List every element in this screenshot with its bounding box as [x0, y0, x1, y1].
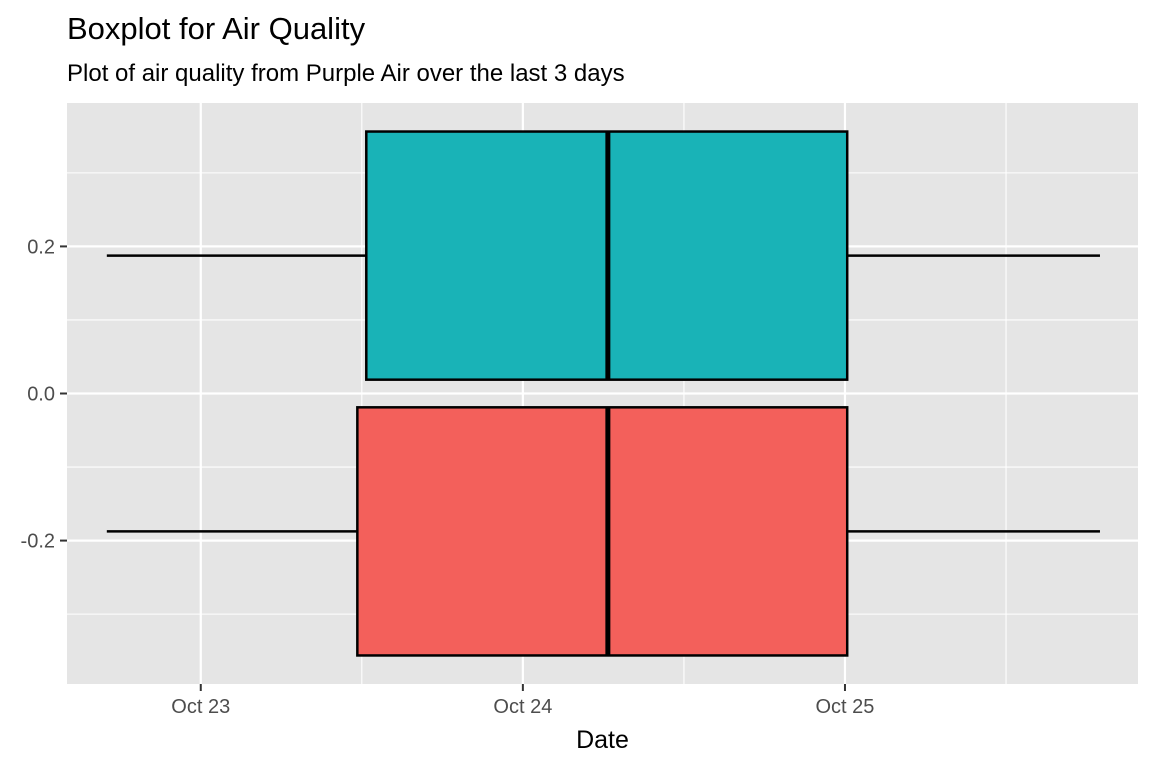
- box-group: [106, 406, 1100, 657]
- x-tick-label: Oct 25: [816, 696, 875, 718]
- y-tick-label: 0.0: [27, 384, 55, 406]
- chart-subtitle: Plot of air quality from Purple Air over…: [67, 60, 625, 87]
- y-tick-label: -0.2: [21, 531, 55, 553]
- x-tick-label: Oct 23: [171, 696, 230, 718]
- x-axis-title: Date: [576, 726, 629, 754]
- y-tick-label: 0.2: [27, 236, 55, 258]
- x-tick-label: Oct 24: [493, 696, 552, 718]
- boxplot-layer: [106, 130, 1100, 657]
- x-axis: Oct 23 Oct 24 Oct 25: [171, 684, 874, 718]
- y-axis: 0.2 0.0 -0.2: [21, 236, 67, 553]
- box-body: [356, 406, 849, 657]
- box-group: [106, 130, 1100, 381]
- chart-title: Boxplot for Air Quality: [67, 11, 366, 46]
